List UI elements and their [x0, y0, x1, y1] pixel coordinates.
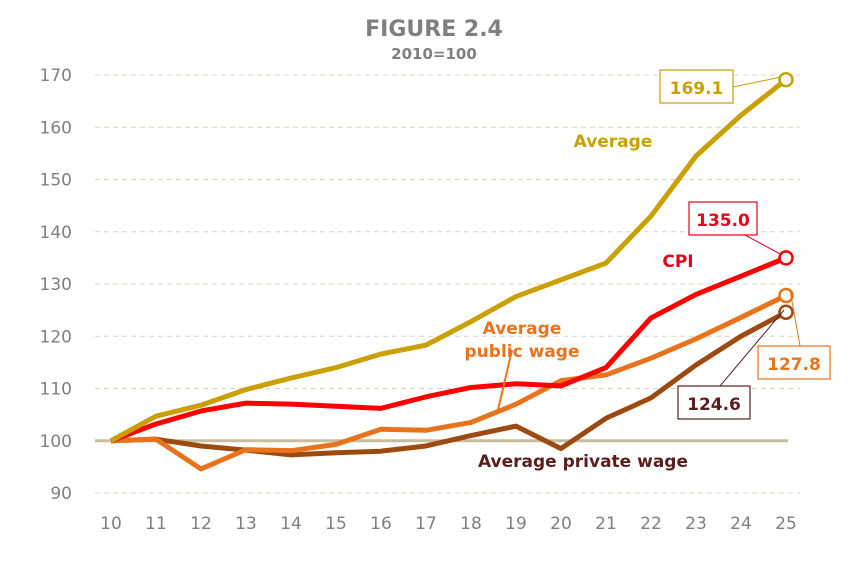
series-line-1	[110, 255, 787, 444]
callout-leader	[789, 289, 801, 347]
x-tick-label: 22	[640, 514, 662, 534]
y-tick-label: 150	[40, 171, 72, 191]
x-tick-label: 10	[100, 514, 122, 534]
x-tick-label: 11	[145, 514, 167, 534]
x-tick-label: 16	[370, 514, 392, 534]
series-line-2	[110, 293, 788, 472]
series-name-label: CPI	[662, 252, 693, 272]
series-name-label: Average private wage	[478, 452, 688, 472]
callout-leader	[744, 234, 783, 256]
end-value-label: 124.6	[687, 395, 741, 415]
series-line-3	[110, 310, 788, 458]
end-point-marker-2	[778, 287, 794, 304]
y-tick-label: 90	[50, 484, 72, 504]
callout-leader	[719, 309, 785, 387]
series-name-label: Average	[574, 132, 653, 152]
x-tick-label: 13	[235, 514, 257, 534]
x-tick-label: 18	[460, 514, 482, 534]
x-tick-label: 14	[280, 514, 302, 534]
x-tick-label: 24	[730, 514, 752, 534]
y-tick-label: 120	[40, 327, 72, 347]
chart-subtitle: 2010=100	[391, 45, 477, 63]
end-point-marker-0	[778, 71, 794, 88]
end-value-box	[688, 201, 758, 236]
x-tick-label: 25	[775, 514, 797, 534]
end-value-box	[659, 69, 734, 104]
x-tick-label: 23	[685, 514, 707, 534]
x-tick-label: 17	[415, 514, 437, 534]
end-value-box	[757, 345, 831, 380]
y-tick-label: 110	[40, 380, 72, 400]
y-tick-label: 140	[40, 223, 72, 243]
x-tick-label: 15	[325, 514, 347, 534]
y-tick-label: 100	[40, 432, 72, 452]
series-line-0	[109, 77, 788, 443]
end-value-box	[677, 385, 751, 420]
end-value-label: 135.0	[696, 211, 750, 231]
x-tick-label: 21	[595, 514, 617, 534]
x-tick-label: 19	[505, 514, 527, 534]
end-point-marker-3	[778, 304, 794, 320]
y-tick-label: 160	[40, 118, 72, 138]
end-point-marker-1	[778, 250, 794, 266]
x-tick-label: 20	[550, 514, 572, 534]
label-leader	[497, 349, 513, 411]
y-tick-label: 130	[40, 275, 72, 295]
callout-leader	[732, 76, 782, 88]
x-tick-label: 12	[190, 514, 212, 534]
series-name-label: Average public wage	[465, 319, 580, 362]
end-value-label: 169.1	[670, 79, 724, 99]
chart-title: FIGURE 2.4	[365, 17, 503, 42]
end-value-label: 127.8	[767, 355, 821, 375]
y-tick-label: 170	[40, 66, 72, 86]
